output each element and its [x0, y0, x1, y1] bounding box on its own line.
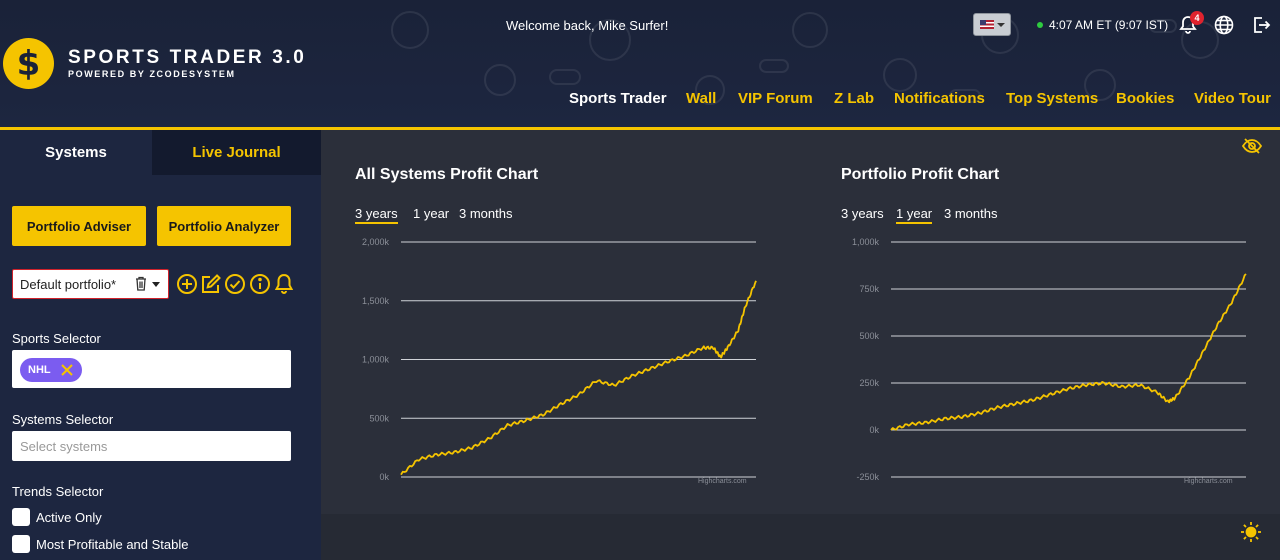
chevron-down-icon: [152, 282, 160, 287]
portfolio-adviser-button[interactable]: Portfolio Adviser: [12, 206, 146, 246]
nav-z-lab[interactable]: Z Lab: [834, 90, 874, 107]
y-tick-label: 1,000k: [852, 237, 880, 247]
y-tick-label: -250k: [856, 472, 879, 482]
portfolio-select-value: Default portfolio*: [20, 276, 117, 292]
right-range-3-months[interactable]: 3 months: [944, 206, 998, 221]
language-selector[interactable]: [973, 13, 1011, 36]
main-content: [321, 130, 1280, 560]
sports-selector-label: Sports Selector: [12, 331, 101, 346]
bell-alert-icon[interactable]: [273, 273, 295, 295]
right-range-3-years[interactable]: 3 years: [841, 206, 884, 221]
y-tick-label: 0k: [869, 425, 879, 435]
nav-vip-forum[interactable]: VIP Forum: [738, 90, 813, 107]
us-flag-icon: [979, 20, 994, 29]
header-divider: [0, 127, 1280, 130]
nav-notifications[interactable]: Notifications: [894, 90, 985, 107]
sport-chip-label: NHL: [28, 364, 51, 376]
trends-selector-label: Trends Selector: [12, 484, 104, 499]
globe-icon[interactable]: [1214, 15, 1234, 35]
nav-top-systems[interactable]: Top Systems: [1006, 90, 1099, 107]
chevron-down-icon: [996, 22, 1005, 27]
systems-selector-input[interactable]: Select systems: [12, 431, 291, 461]
chart-title-all-systems: All Systems Profit Chart: [355, 166, 539, 183]
portfolio-select[interactable]: Default portfolio*: [12, 269, 169, 299]
left-range-1-year[interactable]: 1 year: [413, 206, 450, 221]
series-line: [400, 280, 757, 476]
y-tick-label: 1,000k: [362, 355, 390, 365]
tab-live-journal[interactable]: Live Journal: [152, 130, 321, 175]
highcharts-credit-left[interactable]: Highcharts.com: [698, 478, 747, 485]
online-status-icon: [1037, 22, 1043, 28]
sports-selector-input[interactable]: NHL: [12, 350, 291, 388]
brand-subtitle: POWERED BY ZCODESYSTEM: [68, 69, 236, 79]
notification-count-badge: 4: [1190, 11, 1204, 25]
main-bottom-panel: [321, 514, 1280, 560]
right-range-1-year[interactable]: 1 year: [896, 206, 933, 224]
trash-icon[interactable]: [135, 276, 147, 291]
most-profitable-label: Most Profitable and Stable: [36, 537, 189, 552]
y-tick-label: 1,500k: [362, 296, 390, 306]
left-range-3-months[interactable]: 3 months: [459, 206, 513, 221]
y-tick-label: 2,000k: [362, 237, 390, 247]
y-tick-label: 750k: [859, 284, 879, 294]
series-line: [890, 273, 1247, 431]
brand-title: SPORTS TRADER 3.0: [68, 47, 307, 68]
theme-sun-icon[interactable]: [1240, 521, 1262, 543]
systems-placeholder: Select systems: [20, 439, 108, 454]
nav-wall[interactable]: Wall: [686, 90, 717, 107]
welcome-message: Welcome back, Mike Surfer!: [506, 18, 669, 33]
brand-logo[interactable]: $: [3, 38, 54, 89]
top-header: $ SPORTS TRADER 3.0 POWERED BY ZCODESYST…: [0, 0, 1280, 127]
nav-sports-trader[interactable]: Sports Trader: [569, 90, 667, 107]
left-range-3-years[interactable]: 3 years: [355, 206, 398, 224]
nav-bookies[interactable]: Bookies: [1116, 90, 1175, 107]
y-tick-label: 500k: [859, 331, 879, 341]
tab-systems[interactable]: Systems: [0, 130, 152, 175]
y-tick-label: 250k: [859, 378, 879, 388]
sidebar: Systems Live Journal Portfolio Adviser P…: [0, 130, 321, 560]
sport-chip-nhl: NHL: [20, 358, 82, 382]
y-tick-label: 0k: [379, 472, 389, 482]
portfolio-profit-chart: -250k 0k 250k 500k 750k 1,000k: [852, 237, 1247, 482]
check-circle-icon[interactable]: [224, 273, 246, 295]
portfolio-analyzer-button[interactable]: Portfolio Analyzer: [157, 206, 291, 246]
most-profitable-checkbox[interactable]: [12, 535, 30, 553]
active-only-checkbox[interactable]: [12, 508, 30, 526]
edit-icon[interactable]: [200, 273, 222, 295]
y-tick-label: 500k: [369, 413, 389, 423]
logout-icon[interactable]: [1251, 15, 1271, 35]
clock: 4:07 AM ET (9:07 IST): [1049, 18, 1169, 32]
all-systems-profit-chart: 0k 500k 1,000k 1,500k 2,000k: [362, 237, 757, 482]
nav-video-tour[interactable]: Video Tour: [1194, 90, 1271, 107]
chart-title-portfolio: Portfolio Profit Chart: [841, 166, 1000, 183]
add-circle-icon[interactable]: [176, 273, 198, 295]
sports-pattern-decoration: [391, 11, 1219, 105]
close-icon[interactable]: [60, 363, 74, 377]
hide-eye-icon[interactable]: [1242, 137, 1262, 155]
systems-selector-label: Systems Selector: [12, 412, 114, 427]
info-icon[interactable]: [249, 273, 271, 295]
active-only-label: Active Only: [36, 510, 102, 525]
highcharts-credit-right[interactable]: Highcharts.com: [1184, 478, 1233, 485]
